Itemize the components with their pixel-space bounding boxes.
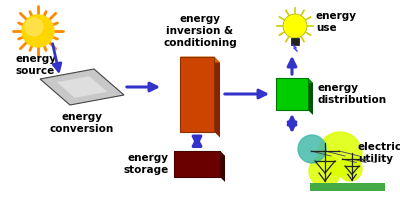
Circle shape <box>22 15 54 47</box>
Text: energy
distribution: energy distribution <box>317 83 386 105</box>
Text: energy
inversion &
conditioning: energy inversion & conditioning <box>163 14 237 47</box>
Text: energy
source: energy source <box>15 54 56 76</box>
Bar <box>310 183 385 191</box>
Text: electric
utility: electric utility <box>358 142 400 164</box>
Polygon shape <box>308 78 313 115</box>
Bar <box>291 38 299 45</box>
Text: energy
storage: energy storage <box>124 153 169 175</box>
Polygon shape <box>214 56 220 138</box>
Polygon shape <box>174 151 225 156</box>
Text: energy
use: energy use <box>316 11 357 33</box>
Polygon shape <box>180 56 220 62</box>
Polygon shape <box>40 69 124 105</box>
Bar <box>174 151 220 177</box>
Polygon shape <box>57 76 107 98</box>
Circle shape <box>318 132 362 176</box>
Circle shape <box>338 157 362 181</box>
Polygon shape <box>276 78 313 83</box>
Circle shape <box>309 155 341 187</box>
Bar <box>180 56 214 131</box>
Polygon shape <box>220 151 225 182</box>
Bar <box>276 78 308 110</box>
Circle shape <box>298 135 326 163</box>
Circle shape <box>25 18 43 36</box>
Text: energy
conversion: energy conversion <box>50 112 114 134</box>
Circle shape <box>283 14 307 38</box>
